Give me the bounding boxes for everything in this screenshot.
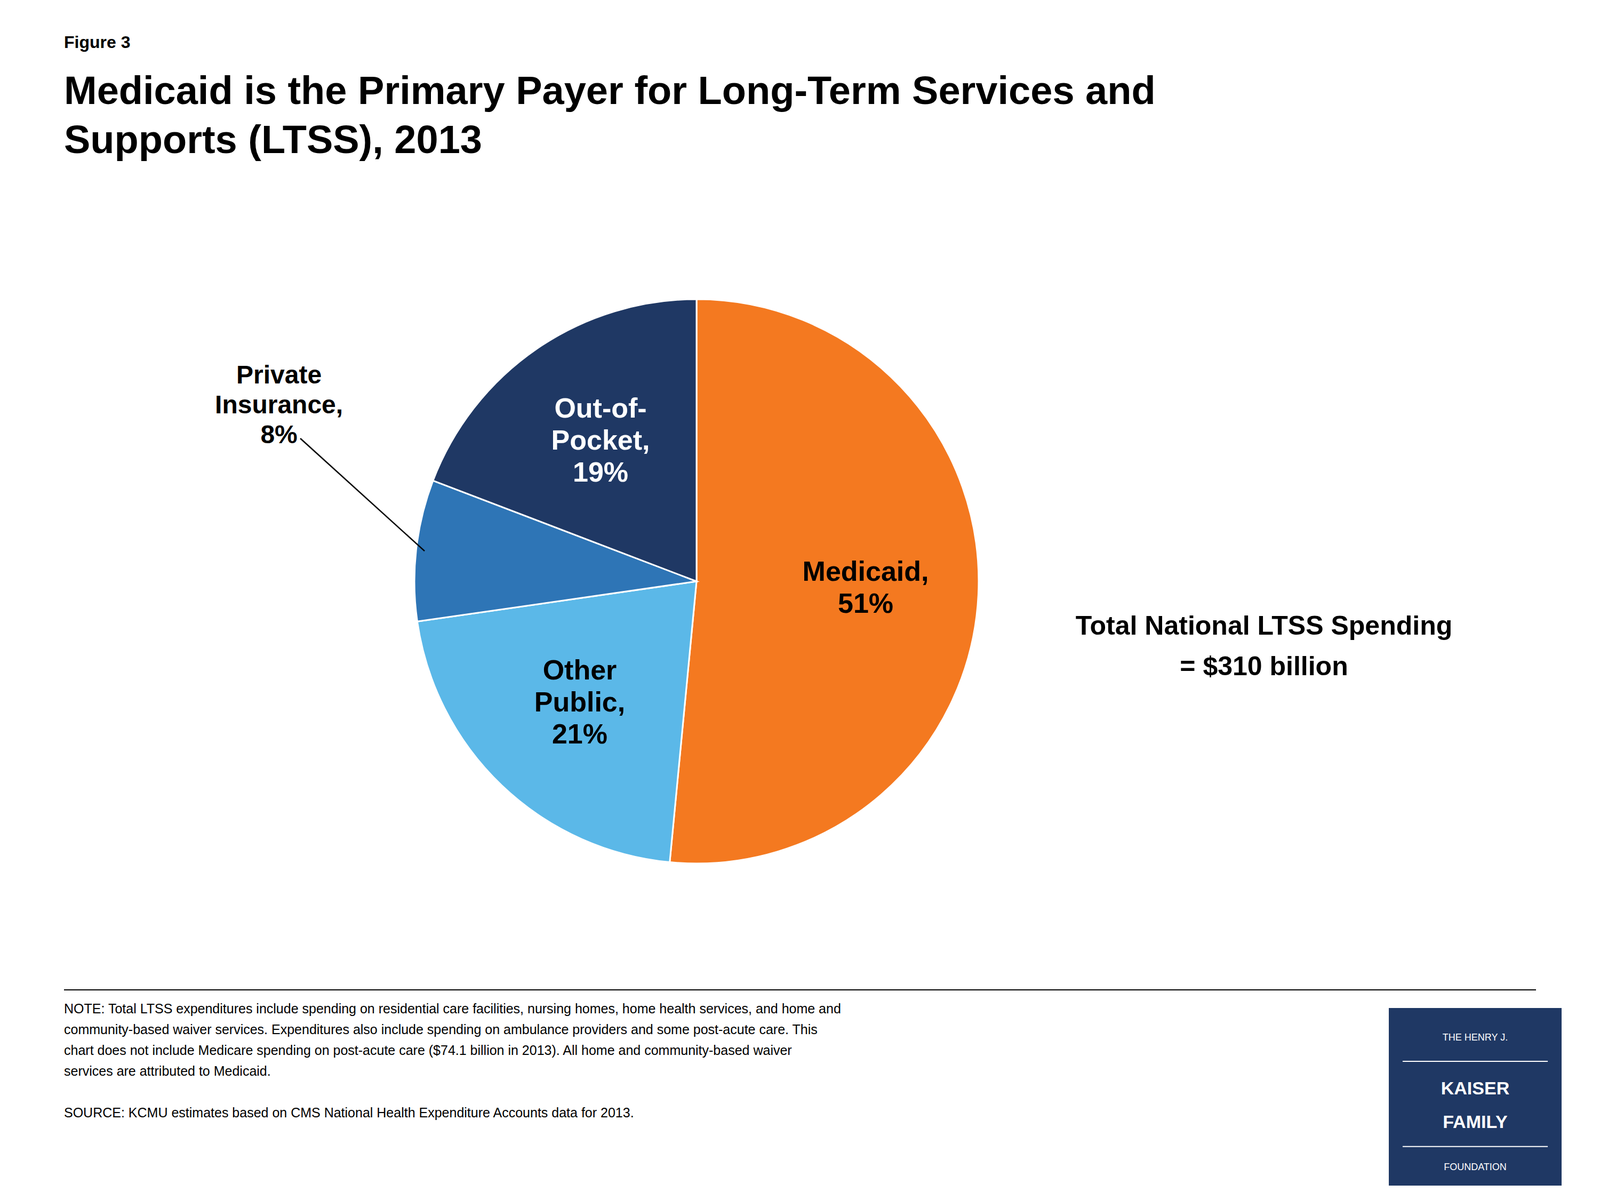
text-line: Pocket, (551, 424, 651, 455)
leader-line (300, 438, 425, 551)
text-line: 19% (572, 456, 629, 487)
text-line: Private (236, 360, 322, 389)
text-line: 8% (260, 420, 298, 449)
note-line: NOTE: Total LTSS expenditures include sp… (64, 1001, 842, 1016)
data-label: Out-of-Pocket,19% (551, 392, 651, 487)
logo-box (1388, 1008, 1562, 1186)
text-line: Out-of- (554, 392, 647, 423)
note-line: services are attributed to Medicaid. (64, 1063, 271, 1079)
source: SOURCE: KCMU estimates based on CMS Nati… (64, 1105, 635, 1120)
note-line: community-based waiver services. Expendi… (64, 1021, 818, 1037)
text-line: Insurance, (214, 390, 343, 419)
text-line: Medicaid, (802, 555, 930, 587)
data-label: Medicaid,51% (802, 555, 930, 619)
logo-text: KAISER (1441, 1077, 1510, 1099)
logo-text: FOUNDATION (1443, 1161, 1507, 1173)
text-line: Public, (534, 685, 626, 717)
notes: NOTE: Total LTSS expenditures include sp… (64, 1001, 842, 1120)
text-line: Supports (LTSS), 2013 (64, 117, 483, 162)
pie-slice (433, 299, 697, 582)
text-line: 21% (552, 717, 608, 749)
data-label: OtherPublic,21% (534, 653, 626, 749)
figure-label: Figure 3 (64, 32, 131, 52)
separator (64, 989, 1536, 991)
slice-labels: Medicaid,51% OtherPublic,21% PrivateInsura… (214, 360, 929, 750)
text-line: 51% (837, 587, 894, 619)
title: Medicaid is the Primary Payer for Long-T… (64, 68, 1156, 162)
text-line: Medicaid is the Primary Payer for Long-T… (64, 68, 1156, 113)
text-line: Other (542, 653, 618, 685)
pie (414, 299, 979, 864)
text-line: = $310 billion (1179, 651, 1348, 682)
data-label: PrivateInsurance,8% (214, 360, 343, 449)
logo-text: THE HENRY J. (1442, 1032, 1508, 1043)
annotation: Total National LTSS Spending = $310 billi… (1075, 610, 1453, 682)
note-line: chart does not include Medicare spending… (64, 1042, 792, 1058)
pie-slice (417, 581, 697, 863)
chart: Figure 3 Medicaid is the Primary Payer fo… (0, 0, 1600, 1200)
text-line: Total National LTSS Spending (1075, 610, 1453, 641)
logo-rule (1402, 1060, 1548, 1062)
pie-slice (669, 299, 979, 864)
logo: THE HENRY J. KAISER FAMILY FOUNDATION (1388, 1008, 1562, 1186)
logo-rule (1402, 1146, 1548, 1148)
logo-text: FAMILY (1442, 1111, 1508, 1132)
